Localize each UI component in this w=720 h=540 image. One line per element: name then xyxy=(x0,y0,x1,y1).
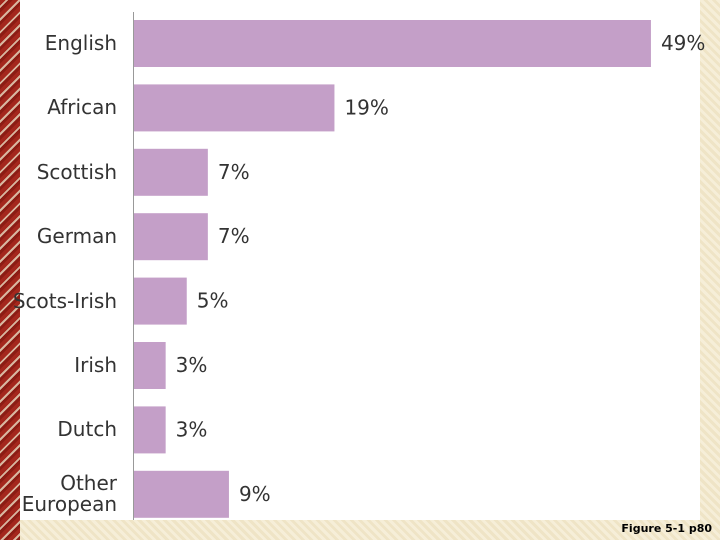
category-label: Irish xyxy=(74,353,117,377)
value-label: 19% xyxy=(344,95,388,119)
bar xyxy=(134,213,208,261)
bar xyxy=(134,470,229,518)
category-label: English xyxy=(44,31,117,55)
category-label: Dutch xyxy=(57,417,117,442)
category-label: Scottish xyxy=(36,159,117,184)
category-label: Other European xyxy=(21,471,117,517)
category-label: German xyxy=(36,224,117,249)
value-label: 7% xyxy=(218,224,250,248)
bar xyxy=(134,342,166,389)
value-label: 3% xyxy=(176,353,208,377)
value-label: 49% xyxy=(661,31,705,55)
value-label: 5% xyxy=(197,289,229,313)
category-label: African xyxy=(47,95,117,120)
category-label: Scots-Irish xyxy=(12,288,117,313)
value-label: 7% xyxy=(218,160,250,184)
value-label: 3% xyxy=(176,417,208,441)
bar xyxy=(134,84,335,132)
caption: Figure 5-1 p80 xyxy=(621,522,712,535)
bar xyxy=(134,20,651,67)
bar xyxy=(134,406,166,454)
value-label: 9% xyxy=(239,482,271,506)
bar xyxy=(134,277,187,325)
decorative-border xyxy=(0,0,20,540)
bar xyxy=(134,148,208,196)
